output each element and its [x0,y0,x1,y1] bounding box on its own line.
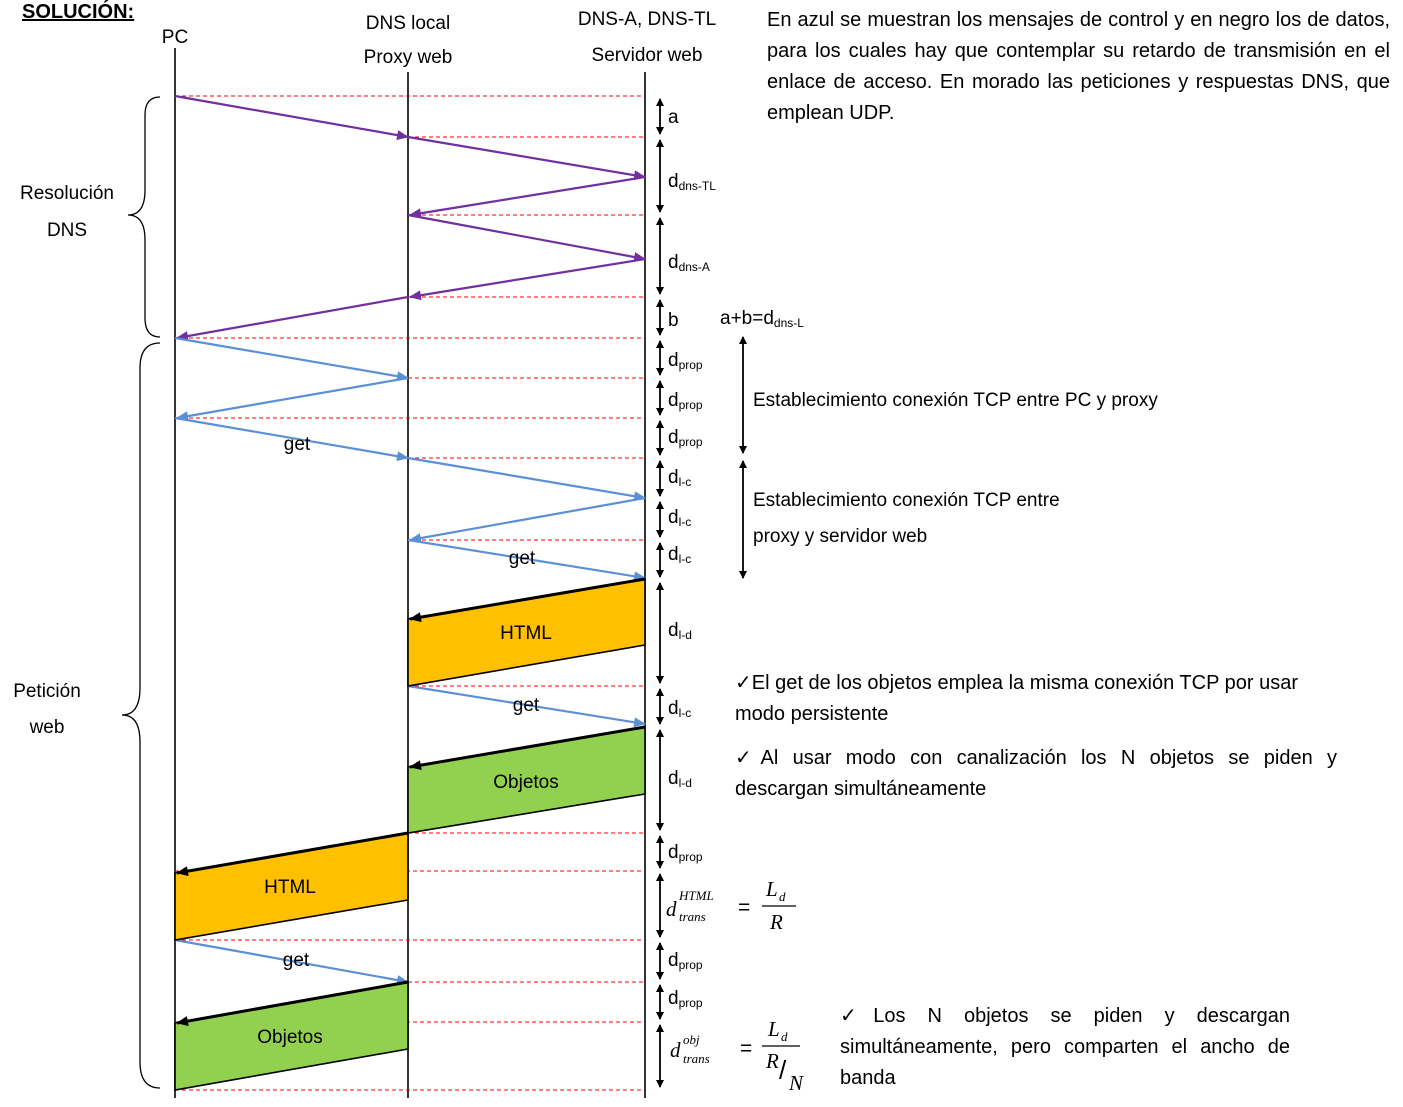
column-server-label-1: DNS-A, DNS-TL [578,9,716,30]
svg-text:d: d [670,1038,681,1062]
column-pc-label: PC [162,27,188,48]
column-proxy-label-1: DNS local [366,13,450,34]
svg-text:L: L [765,877,778,901]
svg-text:R: R [765,1049,779,1073]
svg-text:d: d [781,1029,788,1044]
dns-phase-label-2: DNS [47,220,87,241]
delay-lc-label-4: dl-c [668,698,691,720]
delay-dns-tl-label: ddns-TL [668,171,716,193]
delay-a-label: a [668,107,679,128]
html-label-2: HTML [264,877,316,898]
get-proxy-server-arrow [407,538,646,582]
pipelining-note: Al usar modo con canalización los N obje… [735,743,1337,805]
tcp-syn-pc-proxy [174,336,409,382]
svg-text:=: = [738,896,750,919]
svg-text:/: / [779,1055,787,1085]
svg-text:HTML: HTML [678,888,714,903]
delay-dns-a-label: ddns-A [668,252,710,274]
delay-prop-label-1: dprop [668,350,703,372]
objects-label-2: Objetos [257,1027,322,1048]
get-label-2: get [509,548,536,569]
color-legend-note: En azul se muestran los mensajes de cont… [767,9,1390,124]
svg-text:d: d [779,889,786,904]
svg-text:trans: trans [679,909,706,924]
dns-query-pc-to-local [174,94,409,141]
dns-response-from-a [409,257,646,301]
dns-response-to-pc [176,295,409,342]
dns-response-from-tl [409,175,646,219]
column-server-label-2: Servidor web [592,45,703,66]
delay-lc-label-3: dl-c [668,544,691,566]
column-proxy-label-2: Proxy web [364,47,453,68]
dns-phase-brace [127,96,161,338]
delay-prop-label-2: dprop [668,390,703,412]
delay-lc-label-2: dl-c [668,507,691,529]
svg-text:N: N [788,1071,804,1095]
get-label-1: get [284,434,311,455]
delay-lc-label-1: dl-c [668,467,691,489]
tcp-synack-server-proxy [409,496,646,543]
delay-prop-label-5: dprop [668,950,703,972]
dns-local-sum-label: a+b=ddns-L [720,308,804,330]
svg-text:L: L [767,1017,780,1041]
delay-prop-label-3: dprop [668,427,703,449]
tcp-syn-proxy-server [407,456,646,502]
delay-prop-label-6: dprop [668,988,703,1010]
dns-query-to-a [407,213,646,262]
html-arrow-proxy-pc [176,831,409,877]
delay-b-label: b [668,310,679,331]
dns-messages [174,94,646,342]
web-phase-label-2: web [29,717,65,738]
get-objects-proxy-server-arrow [407,684,646,728]
control-messages [174,336,646,985]
get-label-4: get [283,950,310,971]
delay-ld-label-1: dl-d [668,620,692,642]
get-label-3: get [513,695,540,716]
tcp-proxy-server-note-2: proxy y servidor web [753,526,927,547]
objects-transmission-formula: d obj trans = L d R / N [670,1017,804,1095]
html-arrow-server-proxy [409,577,646,623]
svg-text:obj: obj [683,1032,700,1047]
web-phase-brace [121,342,161,1089]
get-pc-proxy-arrow [174,416,409,462]
objects-label-1: Objetos [493,772,558,793]
web-phase-label-1: Petición [13,681,81,702]
solution-title: SOLUCIÓN: [22,0,134,23]
persistent-mode-note: El get de los objetos emplea la misma co… [735,668,1335,730]
get-objects-pc-proxy-arrow [174,938,409,985]
svg-text:R: R [769,910,783,934]
dns-query-to-tl [407,135,646,181]
shared-bandwidth-note: Los N objetos se piden y descargan simul… [840,1001,1290,1094]
html-transmission-formula: d HTML trans = L d R [666,877,796,934]
tcp-synack-proxy-pc [176,376,409,422]
tcp-proxy-server-note-1: Establecimiento conexión TCP entre [753,490,1060,511]
dns-phase-label-1: Resolución [20,183,114,204]
svg-text:trans: trans [683,1051,710,1066]
svg-text:=: = [740,1037,752,1060]
delay-brackets [656,98,747,1088]
delay-prop-label-4: dprop [668,842,703,864]
objects-arrow-proxy-pc [176,980,409,1027]
tcp-pc-proxy-note: Establecimiento conexión TCP entre PC y … [753,390,1158,411]
objects-arrow-server-proxy [409,725,646,771]
html-label-1: HTML [500,623,552,644]
delay-ld-label-2: dl-d [668,768,692,790]
svg-text:d: d [666,897,677,921]
